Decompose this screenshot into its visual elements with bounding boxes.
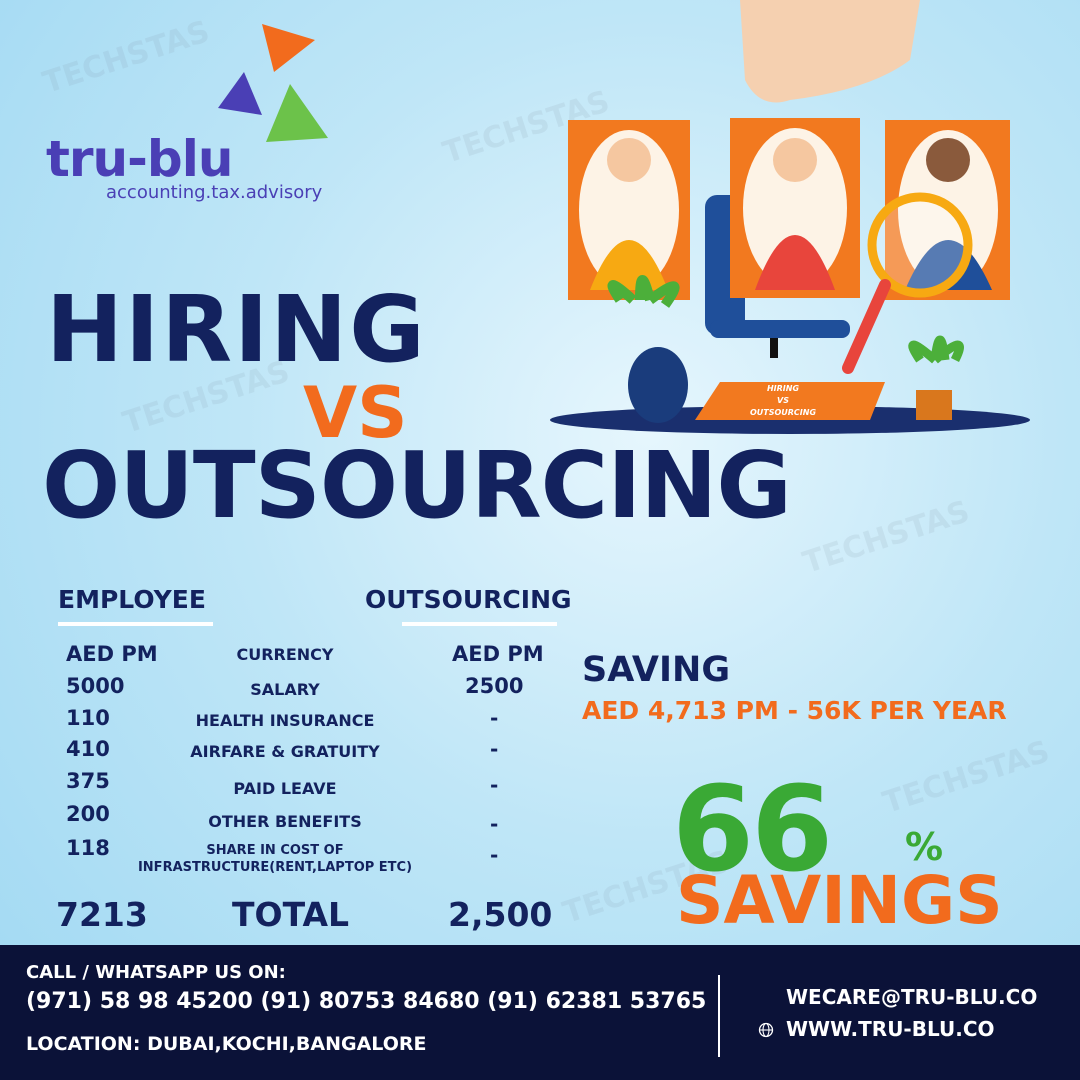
headline-vs: VS	[303, 372, 408, 454]
saving-title: SAVING	[582, 650, 731, 690]
employee-value: 375	[66, 769, 110, 793]
outsourcing-value: -	[490, 706, 499, 730]
employee-value: 110	[66, 706, 110, 730]
outsourcing-header: OUTSOURCING	[365, 585, 572, 614]
row-label: PAID LEAVE	[233, 779, 337, 798]
hiring-illustration	[550, 0, 1030, 434]
outsourcing-total: 2,500	[448, 895, 553, 934]
location-label: LOCATION:	[26, 1033, 141, 1055]
outsourcing-value: -	[490, 812, 499, 836]
employee-value: 200	[66, 802, 110, 826]
brand-tagline: accounting.tax.advisory	[106, 182, 323, 203]
laptop-label: HIRING VS OUTSOURCING	[738, 383, 828, 419]
saving-percent: 66	[672, 760, 833, 898]
saving-detail: AED 4,713 PM - 56K PER YEAR	[582, 696, 1007, 725]
row-label: SHARE IN COST OF INFRASTRUCTURE(RENT,LAP…	[137, 843, 413, 875]
savings-label: SAVINGS	[676, 862, 1003, 939]
phone-numbers[interactable]: (971) 58 98 45200 (91) 80753 84680 (91) …	[26, 989, 707, 1014]
location: LOCATION: DUBAI,KOCHI,BANGALORE	[26, 1033, 426, 1055]
brand-name: tru-blu	[46, 130, 233, 188]
outsourcing-value: -	[490, 773, 499, 797]
outsourcing-value: -	[490, 737, 499, 761]
divider	[402, 622, 557, 626]
row-label: CURRENCY	[236, 645, 334, 664]
row-label: HEALTH INSURANCE	[195, 711, 375, 730]
row-label: AIRFARE & GRATUITY	[190, 742, 380, 761]
location-value: DUBAI,KOCHI,BANGALORE	[147, 1033, 427, 1055]
row-label: SALARY	[250, 680, 320, 699]
employee-value: 5000	[66, 674, 125, 698]
employee-value: 118	[66, 836, 110, 860]
watermark: TECHSTAS	[38, 14, 214, 101]
laptop-text: OUTSOURCING	[749, 408, 817, 417]
saving-percent-sign: %	[905, 825, 944, 869]
outsourcing-value: AED PM	[452, 642, 544, 666]
email-link[interactable]: WECARE@TRU-BLU.CO	[786, 985, 1038, 1009]
headline-outsourcing: OUTSOURCING	[42, 432, 792, 539]
laptop-text: VS	[777, 396, 789, 405]
footer: CALL / WHATSAPP US ON: (971) 58 98 45200…	[0, 945, 1080, 1080]
outsourcing-value: 2500	[465, 674, 524, 698]
website-link[interactable]: WWW.TRU-BLU.CO	[786, 1017, 995, 1041]
watermark: TECHSTAS	[878, 734, 1054, 821]
employee-value: AED PM	[66, 642, 158, 666]
employee-value: 410	[66, 737, 110, 761]
call-label: CALL / WHATSAPP US ON:	[26, 962, 286, 983]
total-label: TOTAL	[232, 895, 350, 934]
logo-triangles	[218, 24, 328, 142]
laptop-text: HIRING	[766, 384, 800, 393]
headline-hiring: HIRING	[46, 276, 427, 383]
employee-total: 7213	[56, 895, 148, 934]
row-label: OTHER BENEFITS	[208, 812, 362, 831]
divider	[58, 622, 213, 626]
divider	[718, 975, 720, 1057]
employee-header: EMPLOYEE	[58, 585, 206, 614]
watermark: TECHSTAS	[798, 494, 974, 581]
outsourcing-value: -	[490, 843, 499, 867]
globe-icon	[758, 1022, 774, 1038]
